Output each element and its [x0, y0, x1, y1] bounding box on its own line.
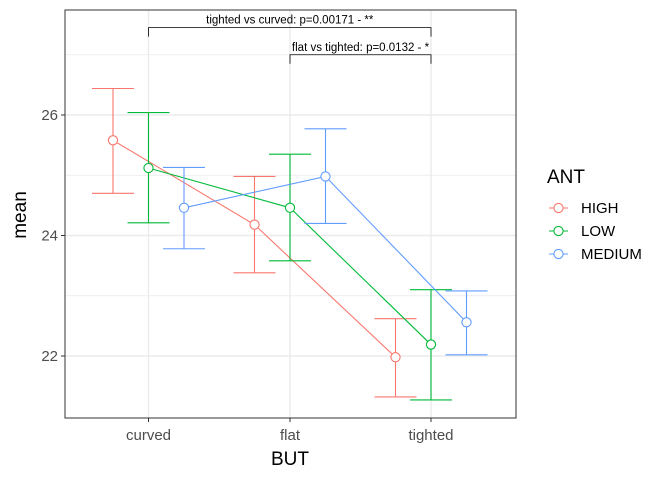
series-low: [127, 112, 452, 401]
legend-item-low: LOW: [549, 223, 616, 240]
legend-item-high: HIGH: [549, 200, 619, 217]
significance-bracket: [148, 27, 432, 37]
data-point: [320, 171, 331, 182]
axes: 22 24 26 curved flat tighted: [41, 107, 453, 444]
x-tick-label: curved: [126, 427, 171, 444]
significance-annotations: tighted vs curved: p=0.00171 - ** flat vs…: [148, 15, 432, 64]
legend-label: MEDIUM: [581, 246, 642, 263]
data-point: [425, 339, 437, 350]
data-point: [390, 352, 401, 363]
x-axis-title: BUT: [271, 449, 309, 470]
data-point: [249, 219, 260, 230]
data-point: [107, 135, 119, 146]
legend-item-medium: MEDIUM: [549, 246, 642, 263]
x-tick-label: tighted: [408, 427, 453, 444]
data-series: [92, 87, 488, 401]
data-point: [143, 162, 154, 174]
legend-key-point: [553, 248, 564, 260]
y-tick-label: 26: [41, 107, 58, 124]
y-axis-title: mean: [10, 191, 31, 239]
significance-bracket: [289, 54, 432, 64]
legend: ANT HIGH LOW MEDIUM: [547, 167, 642, 263]
data-point: [461, 317, 472, 328]
data-point: [178, 202, 190, 213]
data-point: [284, 202, 296, 213]
significance-label: flat vs tighted: p=0.0132 - *: [292, 42, 430, 54]
legend-key-point: [553, 225, 564, 237]
series-medium: [163, 128, 488, 356]
legend-label: HIGH: [581, 200, 619, 217]
x-tick-label: flat: [280, 427, 301, 444]
y-tick-label: 24: [41, 228, 58, 245]
legend-title: ANT: [547, 167, 585, 188]
legend-key-point: [553, 202, 564, 214]
y-tick-label: 22: [41, 348, 58, 365]
significance-label: tighted vs curved: p=0.00171 - **: [206, 15, 374, 27]
legend-label: LOW: [581, 223, 616, 240]
